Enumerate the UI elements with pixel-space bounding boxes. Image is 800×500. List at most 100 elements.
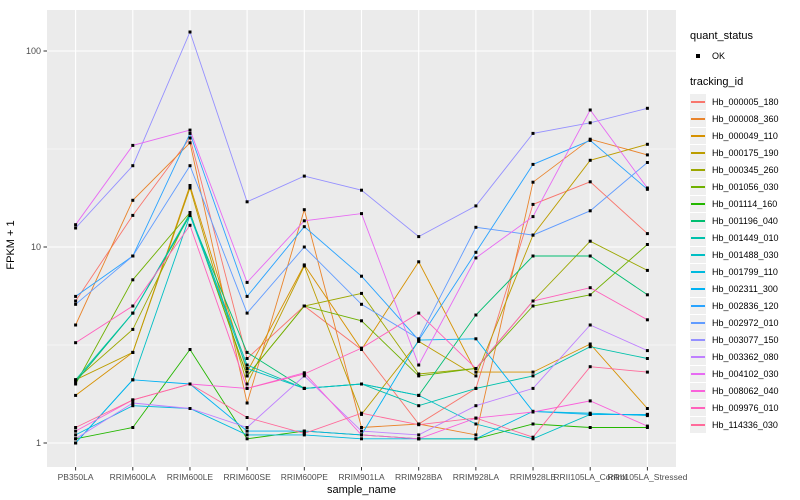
data-point [131,164,135,168]
series-swatch-icon [690,382,706,399]
legend-quant-status: quant_status OK [690,30,798,64]
data-point [188,212,192,216]
data-point [645,268,649,272]
legend-item-Hb_000008_360: Hb_000008_360 [690,110,798,127]
data-point [531,299,535,303]
data-point [531,215,535,219]
data-point [131,311,135,315]
data-point [245,367,249,370]
data-point [131,426,135,429]
legend-quant-status-items: OK [690,47,798,64]
data-point [531,374,535,378]
data-point [645,232,649,236]
data-point [588,426,592,429]
legend-item-Hb_001449_010: Hb_001449_010 [690,229,798,246]
data-point [645,161,649,164]
data-point [74,226,78,230]
data-point [588,399,592,403]
data-point [645,293,649,297]
data-point [131,198,135,202]
data-point [531,422,535,426]
series-label: Hb_000345_260 [712,164,779,175]
data-point [531,162,535,166]
data-point [474,433,478,437]
series-swatch-icon [690,229,706,246]
data-point [131,350,135,354]
data-point [531,131,535,135]
data-point [74,341,78,345]
data-point [360,291,363,295]
series-swatch-icon [690,110,706,127]
data-point [188,348,192,351]
legend-item-Hb_003077_150: Hb_003077_150 [690,331,798,348]
data-point [302,174,306,178]
data-point [188,382,192,386]
data-point [74,437,78,441]
data-point [474,416,478,420]
series-label: Hb_001488_030 [712,249,779,260]
legend-item-Hb_001114_160: Hb_001114_160 [690,195,798,212]
legend-title-tracking-id: tracking_id [690,76,744,88]
series-label: Hb_001449_010 [712,232,779,243]
data-point [188,141,192,145]
legend-item-Hb_001488_030: Hb_001488_030 [690,246,798,263]
data-point [474,404,478,408]
data-point [645,349,649,353]
data-point [474,256,478,260]
series-label: Hb_001799_110 [712,266,778,277]
data-point [474,313,478,317]
legend-item-Hb_004102_030: Hb_004102_030 [690,365,798,382]
data-point [188,128,192,132]
data-point [74,382,78,386]
data-point [302,386,306,390]
data-point [645,424,649,428]
data-point [474,204,478,208]
legend-title-quant-status: quant_status [690,30,753,42]
data-point [360,319,363,323]
data-point [531,435,535,439]
series-swatch-icon [690,348,706,365]
data-point [588,158,592,162]
series-swatch-icon [690,178,706,195]
data-point [188,407,192,410]
series-label: Hb_009976_010 [712,402,779,413]
data-point [131,304,135,308]
data-point [131,327,135,331]
legend-item-Hb_000175_190: Hb_000175_190 [690,144,798,161]
data-point [531,304,535,308]
data-point [360,382,363,386]
data-point [245,429,249,433]
data-point [417,437,421,441]
data-point [531,437,535,441]
x-tick-label: RRIM600LA [110,472,157,482]
data-point [360,212,363,216]
x-tick-label: PB350LA [58,472,94,482]
data-point [188,30,192,34]
series-label: Hb_000049_110 [712,130,778,141]
data-point [588,239,592,243]
legend-item-Hb_002972_010: Hb_002972_010 [690,314,798,331]
data-point [302,219,306,223]
legend-item-quant-status: OK [690,47,798,64]
data-point [131,254,135,258]
data-point [360,411,363,415]
data-point [531,410,535,414]
data-point [417,372,421,376]
data-point [531,233,535,237]
data-point [245,374,249,378]
data-point [474,337,478,341]
data-point [131,143,135,147]
series-swatch-icon [690,399,706,416]
series-label: Hb_003362_080 [712,351,779,362]
data-point [74,294,78,298]
legend-item-Hb_000049_110: Hb_000049_110 [690,127,798,144]
data-point [645,370,649,374]
data-point [131,401,135,405]
data-point [645,407,649,410]
legend-item-Hb_009976_010: Hb_009976_010 [690,399,798,416]
x-tick-label: RRIM901LA [338,472,385,482]
data-point [645,186,649,190]
series-label: Hb_000175_190 [712,147,779,158]
data-point [645,106,649,110]
